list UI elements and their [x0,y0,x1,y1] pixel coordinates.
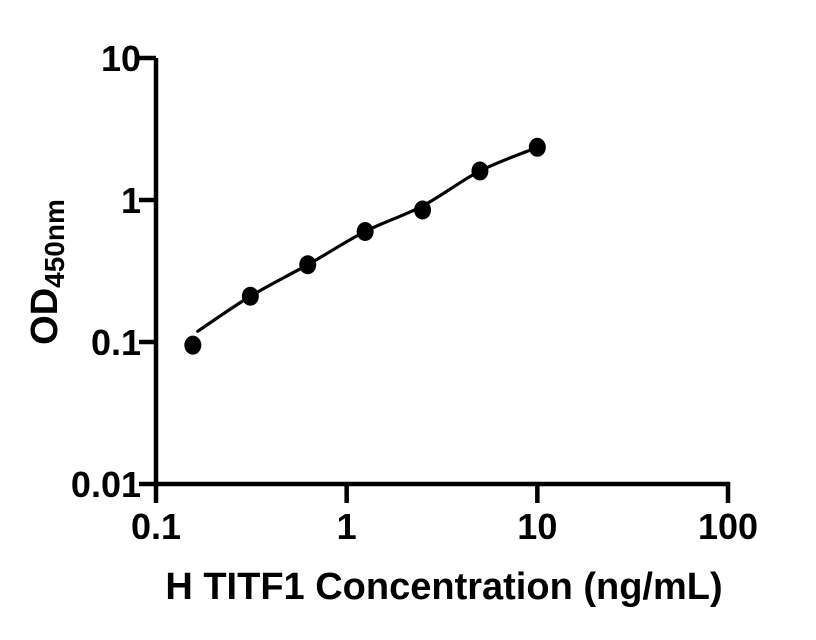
data-point-marker [528,137,546,157]
y-tick-label: 0.01 [71,464,141,505]
y-axis-title-main: OD [24,288,66,345]
data-point-marker [414,200,432,220]
x-tick-label: 0.1 [131,506,181,547]
x-tick-label: 1 [337,506,357,547]
x-tick-label: 10 [517,506,557,547]
data-point-marker [356,222,374,242]
data-point-marker [241,286,259,306]
data-point-marker [184,335,202,355]
x-tick-label: 100 [698,506,758,547]
y-axis-title: OD450nm [24,199,70,345]
y-axis-title-subscript: 450nm [39,199,70,288]
y-tick-label: 0.1 [91,322,141,363]
y-tick-label: 10 [101,38,141,79]
x-axis-title: H TITF1 Concentration (ng/mL) [165,566,722,608]
data-point-marker [299,255,317,275]
data-point-marker [471,161,489,181]
y-tick-label: 1 [121,180,141,221]
